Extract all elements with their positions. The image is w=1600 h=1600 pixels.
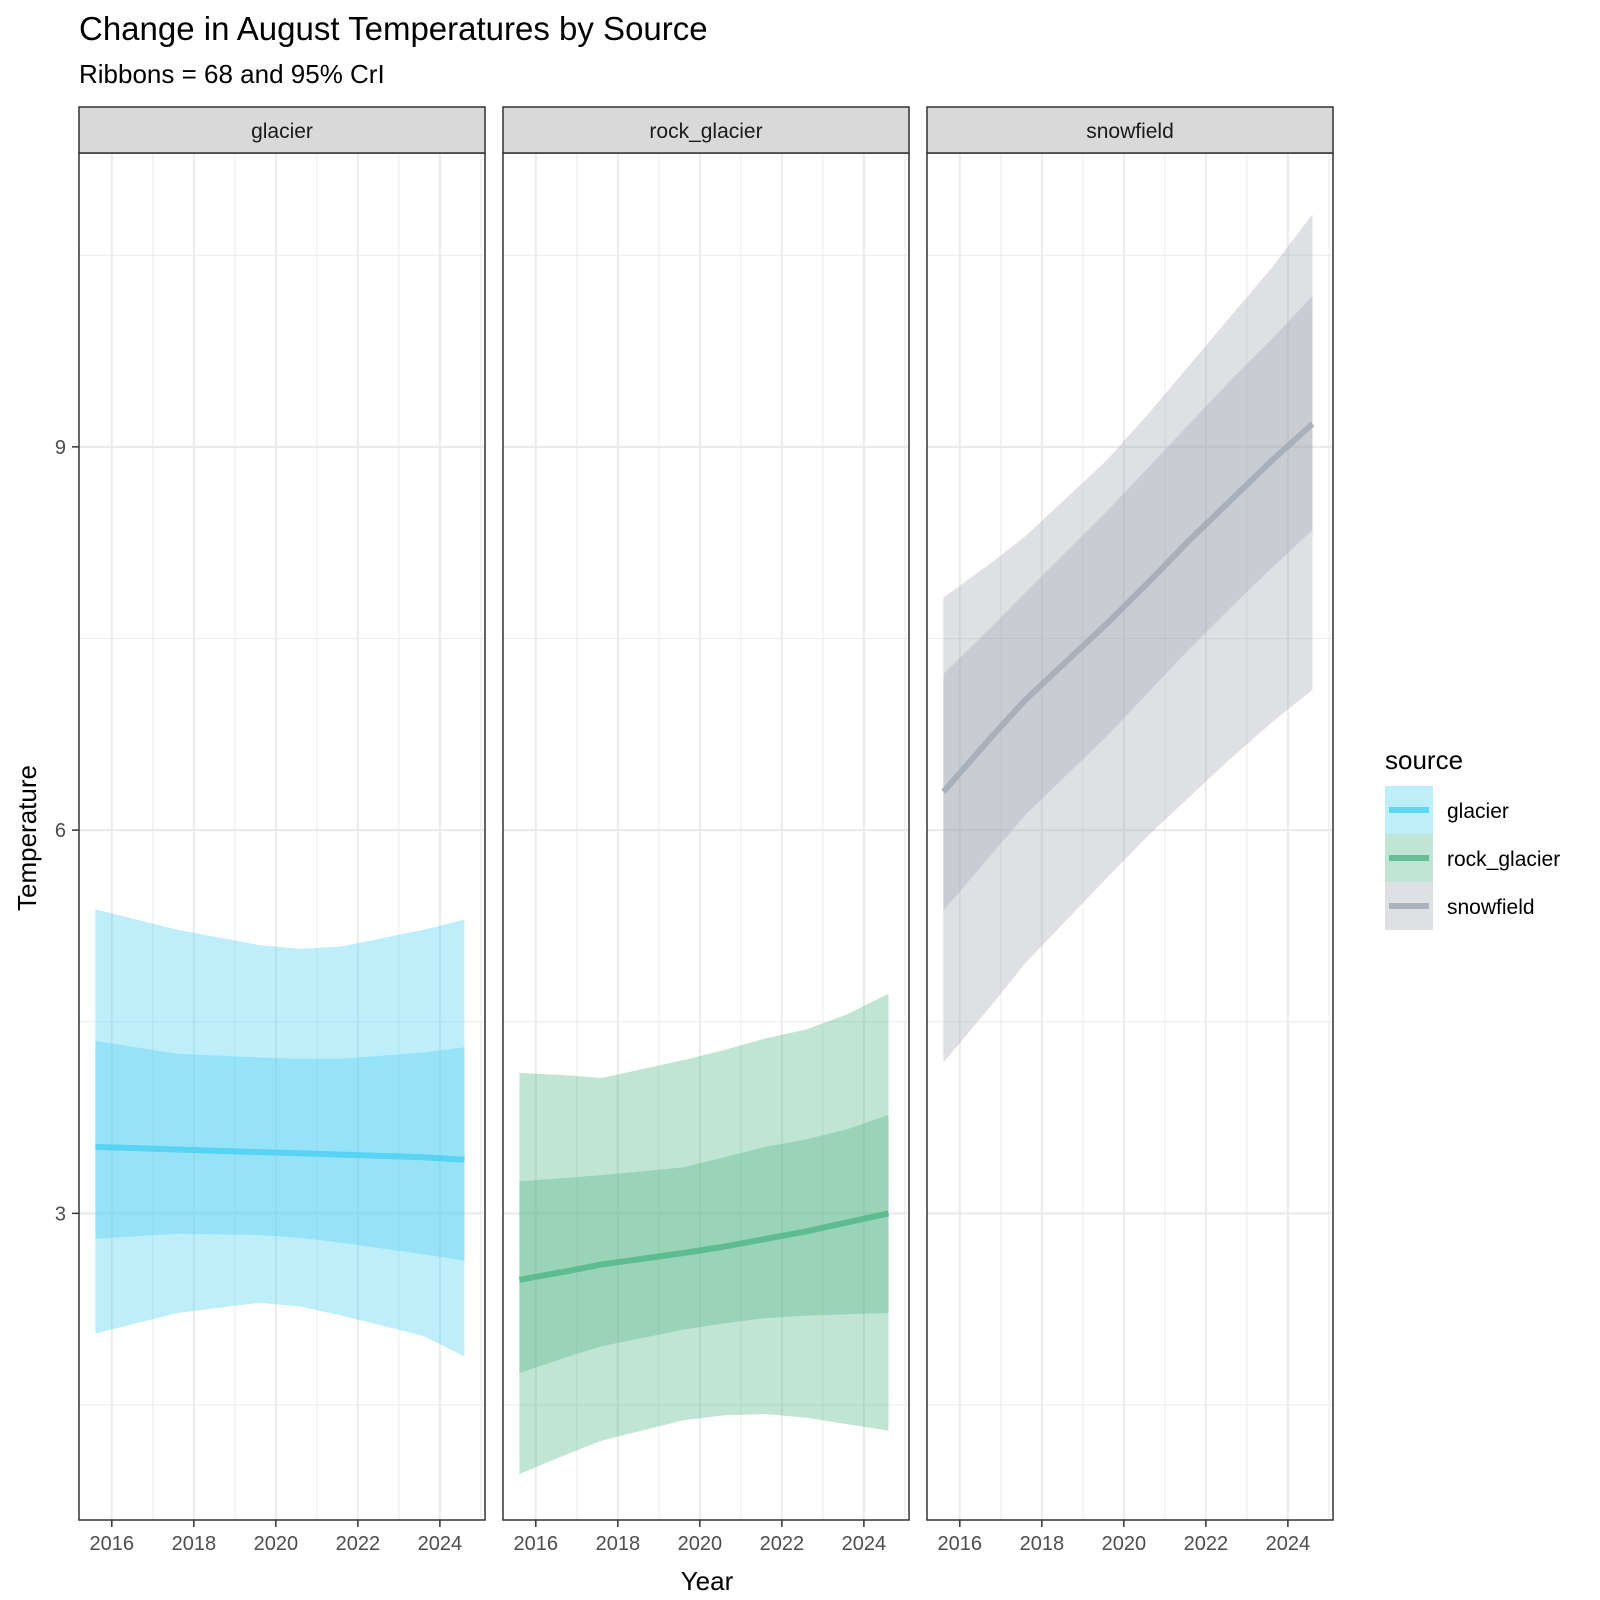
x-tick-label: 2016 [514, 1533, 559, 1555]
x-tick-label: 2020 [1102, 1533, 1147, 1555]
legend-label-snowfield: snowfield [1447, 896, 1535, 919]
legend-item-snowfield: snowfield [1385, 882, 1535, 930]
y-tick-label: 6 [55, 820, 66, 842]
panel-rock_glacier: rock_glacier 2016 2018 2020 2022 2024 [502, 106, 910, 1555]
x-tick-label: 2018 [172, 1533, 217, 1555]
mean-line-snowfield [941, 421, 1315, 794]
x-axis-title: Year [681, 1566, 734, 1596]
mean-line-rock_glacier [518, 1210, 890, 1283]
x-tick-label: 2024 [418, 1533, 463, 1555]
strip-label-snowfield: snowfield [1086, 120, 1174, 143]
x-tick-label: 2016 [90, 1533, 135, 1555]
strip-label-rock_glacier: rock_glacier [649, 120, 762, 143]
strip-background [926, 106, 1334, 154]
mean-line-glacier [95, 1143, 465, 1163]
x-tick-label: 2022 [760, 1533, 805, 1555]
strip-background [502, 106, 910, 154]
strip-background [78, 106, 486, 154]
y-axis-title: Temperature [12, 765, 42, 911]
x-tick-label: 2016 [938, 1533, 983, 1555]
ribbon-95-rock_glacier [519, 993, 889, 1474]
x-tick-label: 2022 [336, 1533, 381, 1555]
legend-item-glacier: glacier [1385, 786, 1509, 834]
x-tick-label: 2018 [1020, 1533, 1065, 1555]
x-tick-label: 2020 [254, 1533, 299, 1555]
y-tick-label: 3 [55, 1203, 66, 1225]
panel-background [503, 153, 909, 1520]
ribbon-95-glacier [95, 909, 465, 1357]
legend: source glacier rock_glacier snowfield [1385, 745, 1560, 930]
legend-items: glacier rock_glacier snowfield [1385, 786, 1560, 930]
strip-label-glacier: glacier [251, 120, 313, 143]
legend-item-rock_glacier: rock_glacier [1385, 834, 1560, 882]
chart-subtitle: Ribbons = 68 and 95% CrI [79, 59, 385, 89]
ribbon-95-snowfield [943, 214, 1313, 1063]
panel-background [79, 153, 485, 1520]
x-tick-label: 2020 [678, 1533, 723, 1555]
panel-snowfield: snowfield 2016 2018 2020 2022 2024 [926, 106, 1334, 1555]
legend-title: source [1385, 745, 1463, 775]
x-tick-label: 2024 [842, 1533, 887, 1555]
panel-glacier: glacier 2016 2018 2020 2022 2024 3 6 9 [55, 106, 486, 1555]
chart-title: Change in August Temperatures by Source [79, 10, 708, 47]
x-tick-label: 2024 [1266, 1533, 1311, 1555]
legend-label-glacier: glacier [1447, 800, 1509, 823]
x-tick-label: 2018 [596, 1533, 641, 1555]
legend-label-rock_glacier: rock_glacier [1447, 848, 1560, 871]
y-tick-label: 9 [55, 437, 66, 459]
x-tick-label: 2022 [1184, 1533, 1229, 1555]
facet-panels: glacier 2016 2018 2020 2022 2024 3 6 9 rock_glaci… [55, 106, 1334, 1555]
ribbon-68-rock_glacier [519, 1115, 889, 1374]
panel-background [927, 153, 1333, 1520]
